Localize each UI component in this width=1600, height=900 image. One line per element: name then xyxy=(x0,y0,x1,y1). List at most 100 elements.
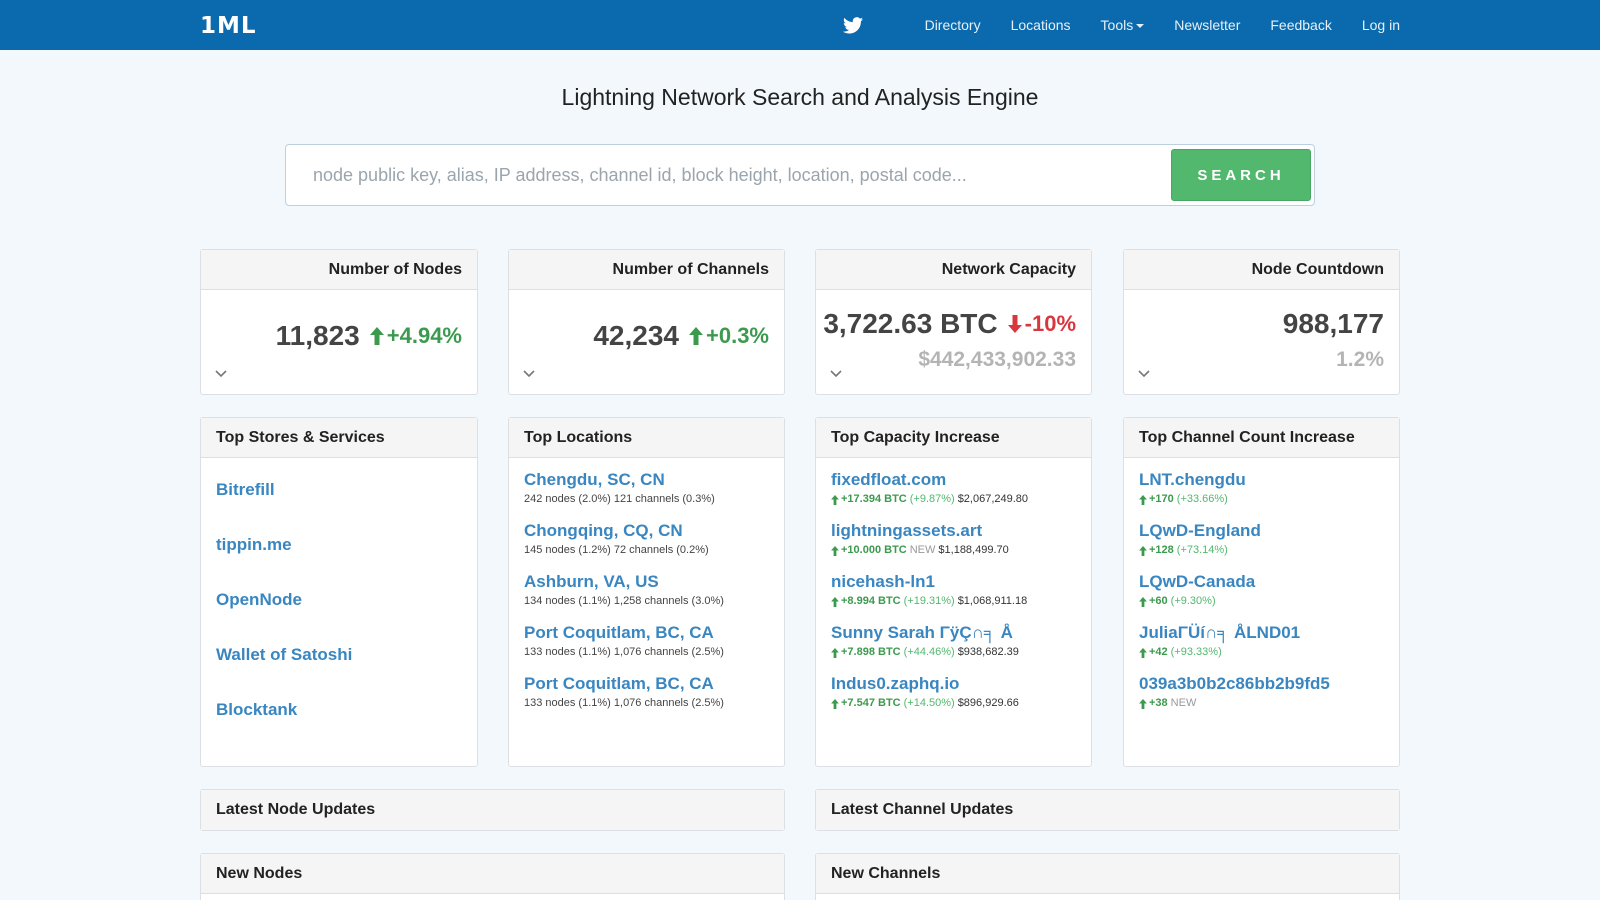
panel-title: Latest Channel Updates xyxy=(816,790,1399,830)
location-link[interactable]: Port Coquitlam, BC, CA xyxy=(524,623,714,642)
arrow-up-icon xyxy=(831,698,839,709)
panel-title: Node Countdown xyxy=(1124,250,1399,290)
location-link[interactable]: Chongqing, CQ, CN xyxy=(524,521,683,540)
store-link[interactable]: Wallet of Satoshi xyxy=(216,644,353,664)
node-count: 11,823 xyxy=(275,320,360,351)
caret-down-icon xyxy=(1136,24,1145,28)
panel-title: New Nodes xyxy=(201,854,784,894)
store-link[interactable]: Blocktank xyxy=(216,699,298,719)
capacity-usd: $2,067,249.80 xyxy=(957,493,1029,505)
capacity-pct: NEW xyxy=(909,544,936,556)
list-item: Chongqing, CQ, CN 145 nodes (1.2%) 72 cha… xyxy=(524,519,769,570)
list-item: LQwD-England +128 (+73.14%) xyxy=(1139,519,1384,570)
node-link[interactable]: Sunny Sarah ΓÿÇ∩╕ Å xyxy=(831,623,1013,642)
channel-pct: (+93.33%) xyxy=(1170,646,1222,658)
store-link[interactable]: Bitrefill xyxy=(216,479,275,499)
top-locations-panel: Top Locations Chengdu, SC, CN 242 nodes (… xyxy=(508,417,785,767)
arrow-up-icon xyxy=(689,327,703,345)
capacity-usd: $1,188,499.70 xyxy=(938,544,1009,556)
location-meta: 133 nodes (1.1%) 1,076 channels (2.5%) xyxy=(524,697,724,709)
chevron-down-icon[interactable] xyxy=(215,370,227,378)
node-link[interactable]: lightningassets.art xyxy=(831,521,983,540)
top-channel-increase-panel: Top Channel Count Increase LNT.chengdu +… xyxy=(1123,417,1400,767)
list-item: Chengdu, SC, CN 242 nodes (2.0%) 121 chan… xyxy=(524,468,769,519)
nav-directory[interactable]: Directory xyxy=(924,17,981,33)
list-item: nicehash-ln1 +8.994 BTC (+19.31%) $1,068,9… xyxy=(831,570,1076,621)
location-link[interactable]: Chengdu, SC, CN xyxy=(524,470,665,489)
node-link[interactable]: LNT.chengdu xyxy=(1139,470,1246,489)
node-countdown-percent: 1.2% xyxy=(1336,348,1384,371)
node-link[interactable]: JuliaΓÜí∩╕ ÅLND01 xyxy=(1139,623,1301,642)
channel-delta: +38 xyxy=(1149,697,1168,709)
panel-title: Number of Channels xyxy=(509,250,784,290)
nav-login[interactable]: Log in xyxy=(1361,17,1400,33)
chevron-down-icon[interactable] xyxy=(523,370,535,378)
channel-delta: +42 xyxy=(1149,646,1168,658)
arrow-up-icon xyxy=(831,647,839,658)
stat-panel-countdown: Node Countdown 988,177 1.2% xyxy=(1123,249,1400,395)
channel-count: 42,234 xyxy=(593,320,679,351)
node-link[interactable]: LQwD-Canada xyxy=(1139,572,1256,591)
node-link[interactable]: 039a3b0b2c86bb2b9fd5 xyxy=(1139,674,1330,693)
page-title: Lightning Network Search and Analysis En… xyxy=(561,84,1039,110)
network-capacity-change: -10% xyxy=(1024,311,1076,336)
nav-feedback[interactable]: Feedback xyxy=(1270,17,1332,33)
brand-logo[interactable]: 1ML xyxy=(200,13,257,39)
channel-pct: (+9.30%) xyxy=(1170,595,1216,607)
location-link[interactable]: Ashburn, VA, US xyxy=(524,572,659,591)
nav-tools-label: Tools xyxy=(1100,17,1134,33)
nav-newsletter[interactable]: Newsletter xyxy=(1174,17,1241,33)
panel-title: Top Stores & Services xyxy=(201,418,477,458)
store-link[interactable]: tippin.me xyxy=(216,534,292,554)
nav-tools[interactable]: Tools xyxy=(1101,17,1145,33)
store-link[interactable]: OpenNode xyxy=(216,589,302,609)
list-item: Bitrefill xyxy=(216,462,462,517)
arrow-up-icon xyxy=(1139,545,1147,556)
capacity-delta: +17.394 BTC xyxy=(841,493,907,505)
stat-panel-capacity: Network Capacity 3,722.63 BTC -10% $442,… xyxy=(815,249,1092,395)
arrow-up-icon xyxy=(1139,698,1147,709)
search-box: SEARCH xyxy=(285,144,1315,206)
panel-title: Top Locations xyxy=(509,418,784,458)
arrow-up-icon xyxy=(1139,647,1147,658)
capacity-usd: $896,929.66 xyxy=(957,697,1019,709)
list-item: OpenNode xyxy=(216,572,462,627)
latest-node-updates-panel: Latest Node Updates xyxy=(200,789,785,831)
new-channels-panel: New Channels xyxy=(815,853,1400,900)
location-meta: 133 nodes (1.1%) 1,076 channels (2.5%) xyxy=(524,646,724,658)
list-item: LQwD-Canada +60 (+9.30%) xyxy=(1139,570,1384,621)
channel-delta: +60 xyxy=(1149,595,1168,607)
location-link[interactable]: Port Coquitlam, BC, CA xyxy=(524,674,714,693)
channel-count-change: +0.3% xyxy=(706,323,769,348)
panel-title: New Channels xyxy=(816,854,1399,894)
location-meta: 134 nodes (1.1%) 1,258 channels (3.0%) xyxy=(524,595,724,607)
list-item: tippin.me xyxy=(216,517,462,572)
capacity-pct: (+44.46%) xyxy=(903,646,955,658)
chevron-down-icon[interactable] xyxy=(1138,370,1150,378)
node-link[interactable]: fixedfloat.com xyxy=(831,470,947,489)
arrow-up-icon xyxy=(369,327,384,345)
capacity-delta: +7.898 BTC xyxy=(841,646,901,658)
chevron-down-icon[interactable] xyxy=(830,370,842,378)
node-link[interactable]: nicehash-ln1 xyxy=(831,572,935,591)
twitter-icon[interactable] xyxy=(842,15,865,35)
list-item: JuliaΓÜí∩╕ ÅLND01 +42 (+93.33%) xyxy=(1139,621,1384,672)
node-link[interactable]: Indus0.zaphq.io xyxy=(831,674,960,693)
capacity-delta: +7.547 BTC xyxy=(841,697,901,709)
capacity-usd: $938,682.39 xyxy=(957,646,1019,658)
location-meta: 145 nodes (1.2%) 72 channels (0.2%) xyxy=(524,544,709,556)
nav-locations[interactable]: Locations xyxy=(1010,17,1071,33)
arrow-down-icon xyxy=(1007,315,1022,333)
panel-title: Network Capacity xyxy=(816,250,1091,290)
capacity-pct: (+9.87%) xyxy=(909,493,955,505)
search-button[interactable]: SEARCH xyxy=(1171,149,1311,201)
network-capacity-usd: $442,433,902.33 xyxy=(918,348,1076,371)
list-item: LNT.chengdu +170 (+33.66%) xyxy=(1139,468,1384,519)
search-input[interactable] xyxy=(286,145,1166,205)
list-item: fixedfloat.com +17.394 BTC (+9.87%) $2,067… xyxy=(831,468,1076,519)
node-link[interactable]: LQwD-England xyxy=(1139,521,1261,540)
nav-links: Directory Locations Tools Newsletter Fee… xyxy=(842,0,1400,50)
brand-text: 1ML xyxy=(200,13,257,39)
channel-pct: NEW xyxy=(1170,697,1197,709)
capacity-delta: +8.994 BTC xyxy=(841,595,901,607)
